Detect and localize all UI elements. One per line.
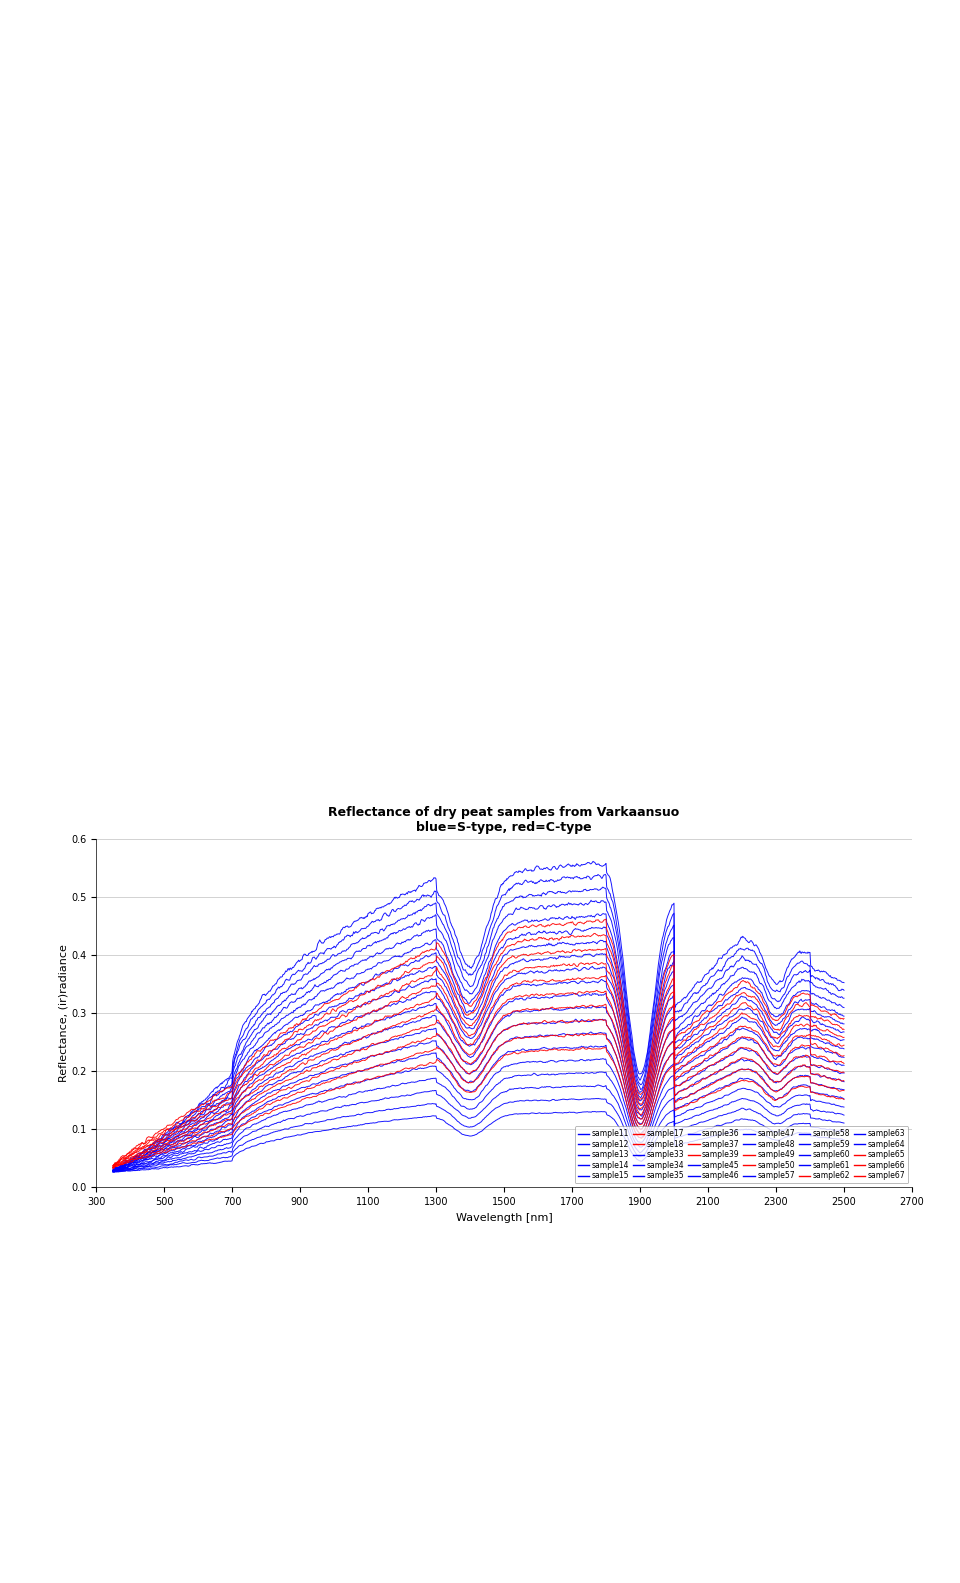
Y-axis label: Reflectance, (ir)radiance: Reflectance, (ir)radiance [59,943,68,1083]
X-axis label: Wavelength [nm]: Wavelength [nm] [456,1213,552,1222]
Legend: sample11, sample12, sample13, sample14, sample15, sample17, sample18, sample33, : sample11, sample12, sample13, sample14, … [575,1126,908,1184]
Title: Reflectance of dry peat samples from Varkaansuo
blue=S-type, red=C-type: Reflectance of dry peat samples from Var… [328,806,680,834]
